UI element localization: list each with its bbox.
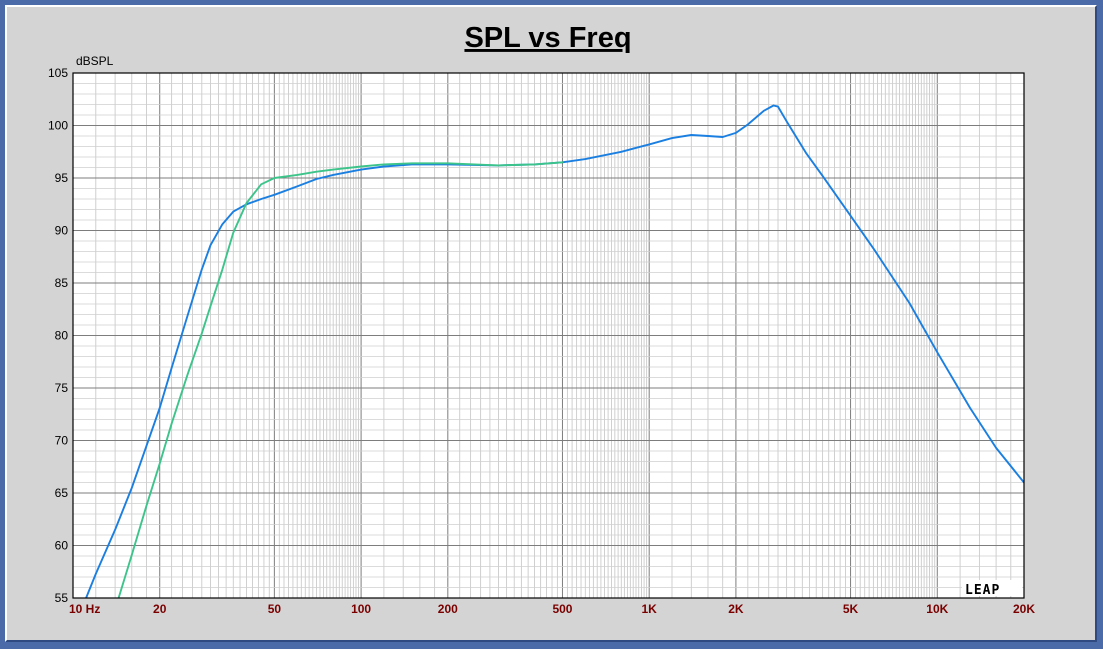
y-tick-label: 95 xyxy=(55,171,69,185)
x-tick-label: 100 xyxy=(351,602,371,616)
plot-border xyxy=(72,72,1025,599)
x-tick-label: 10 Hz xyxy=(69,602,100,616)
series-line-2 xyxy=(117,161,564,598)
x-tick-labels: 10 Hz 20 50 100 200 500 1K 2K 5K 10K 20K xyxy=(69,602,1035,616)
series-layer xyxy=(85,104,1024,598)
watermark-box xyxy=(962,580,1022,596)
y-tick-labels: 55 60 65 70 75 80 85 90 95 100 105 xyxy=(48,66,68,605)
x-tick-label: 20K xyxy=(1013,602,1035,616)
leap-watermark: LEAP xyxy=(965,583,1000,598)
y-tick-label: 100 xyxy=(48,119,68,133)
y-tick-label: 60 xyxy=(55,539,69,553)
y-tick-label: 90 xyxy=(55,224,69,238)
y-tick-label: 105 xyxy=(48,66,68,80)
x-tick-label: 200 xyxy=(438,602,458,616)
y-tick-label: 75 xyxy=(55,381,69,395)
x-tick-label: 2K xyxy=(728,602,744,616)
y-axis-label: dBSPL xyxy=(76,54,114,68)
x-tick-label: 500 xyxy=(552,602,572,616)
y-tick-label: 65 xyxy=(55,486,69,500)
y-tick-label: 55 xyxy=(55,591,69,605)
y-tick-label: 70 xyxy=(55,434,69,448)
chart-title: SPL vs Freq xyxy=(464,22,631,54)
x-tick-label: 5K xyxy=(843,602,859,616)
x-tick-label: 1K xyxy=(642,602,658,616)
y-tick-label: 85 xyxy=(55,276,69,290)
x-tick-label: 20 xyxy=(153,602,167,616)
x-tick-label: 10K xyxy=(926,602,948,616)
x-tick-label: 50 xyxy=(268,602,282,616)
y-tick-label: 80 xyxy=(55,329,69,343)
